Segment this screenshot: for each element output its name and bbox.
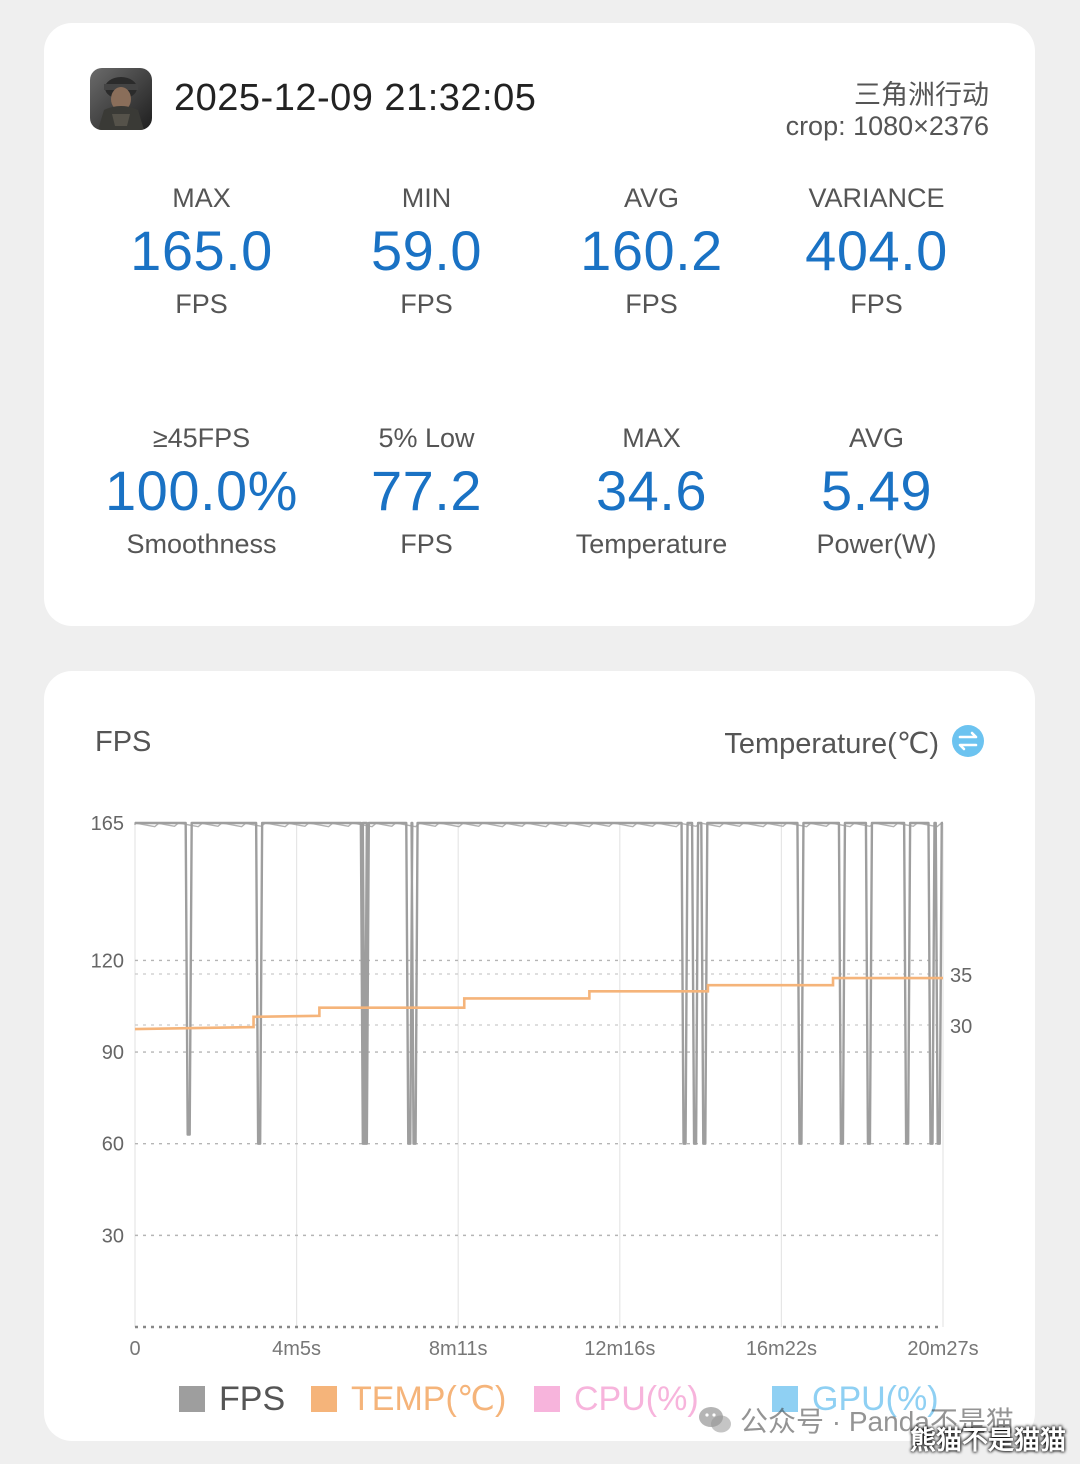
- watermark-author: 熊猫不是猫猫: [909, 1425, 1066, 1455]
- metric-label: VARIANCE: [808, 183, 945, 213]
- metric-label: AVG: [848, 423, 904, 453]
- metric-label: MAX: [622, 423, 681, 453]
- x-tick-label: 16m22s: [746, 1338, 817, 1360]
- chart-grid: [134, 823, 944, 1329]
- temperature-series-line: [134, 976, 943, 1031]
- y-left-tick-label: 120: [91, 950, 124, 972]
- legend-item[interactable]: GPU(%): [772, 1371, 939, 1427]
- metric-value: 5.49: [821, 459, 932, 522]
- metric-value: 404.0: [805, 219, 948, 282]
- metric-value: 59.0: [371, 219, 482, 282]
- metric-value: 77.2: [371, 459, 482, 522]
- metric-label: ≥45FPS: [152, 423, 251, 453]
- metric-unit: Power(W): [816, 529, 937, 559]
- metric-unit: FPS: [175, 289, 228, 319]
- metric-label: MIN: [401, 183, 452, 213]
- x-tick-label: 8m11s: [429, 1338, 488, 1360]
- y-right-tick-label: 30: [950, 1016, 972, 1038]
- legend-swatch: [311, 1386, 337, 1412]
- game-soldier-icon[interactable]: [90, 68, 152, 130]
- chart-legend: FPS TEMP(℃) CPU(%) GPU(%): [44, 1371, 1035, 1427]
- y-left-tick-label: 165: [91, 813, 124, 835]
- metric-label: 5% Low: [378, 423, 475, 453]
- chart-right-axis-title: Temperature(℃): [724, 728, 939, 760]
- metric-value: 34.6: [596, 459, 707, 522]
- game-name: 三角洲行动: [854, 80, 989, 110]
- metric-unit: FPS: [400, 529, 453, 559]
- metric-avg-power: AVG 5.49 Power(W): [764, 420, 989, 562]
- legend-label: FPS: [219, 1379, 286, 1418]
- legend-swatch: [534, 1386, 560, 1412]
- summary-card: 2025-12-09 21:32:05 三角洲行动 crop: 1080×237…: [44, 23, 1035, 626]
- metric-value: 160.2: [580, 219, 723, 282]
- fps-series-line: [135, 821, 943, 1145]
- x-axis-ticks: 0 4m5s 8m11s 12m16s 16m22s 20m27s: [129, 1338, 978, 1360]
- metric-unit: Temperature: [575, 529, 728, 559]
- watermark: 公众号 · Panda不是猫: [698, 1400, 1014, 1440]
- legend-label: TEMP(℃): [351, 1380, 507, 1418]
- chart-left-axis-title: FPS: [95, 726, 152, 758]
- legend-item[interactable]: CPU(%): [534, 1371, 699, 1427]
- y-left-tick-label: 30: [102, 1225, 124, 1247]
- metric-value: 165.0: [130, 219, 273, 282]
- metric-unit: FPS: [400, 289, 453, 319]
- metric-unit: FPS: [850, 289, 903, 319]
- legend-swatch: [179, 1386, 205, 1412]
- y-axis-ticks: 165 120 90 60 30 35 30: [91, 813, 973, 1247]
- chart-card: FPS Temperature(℃) 165 120 90 60 30 35 30 0 4m5…: [44, 671, 1035, 1441]
- fps-temperature-chart: 165 120 90 60 30 35 30 0 4m5s 8m11s 12m16s 16m22s 2…: [91, 813, 979, 1360]
- metric-label: AVG: [623, 183, 679, 213]
- session-timestamp: 2025-12-09 21:32:05: [174, 77, 537, 119]
- watermark-text: 公众号 · Panda不是猫: [740, 1406, 1014, 1437]
- metric-label: MAX: [172, 183, 231, 213]
- metric-smoothness: ≥45FPS 100.0% Smoothness: [89, 420, 314, 562]
- metric-fps-variance: VARIANCE 404.0 FPS: [764, 180, 989, 322]
- x-tick-label: 12m16s: [584, 1338, 655, 1360]
- metric-fps-avg: AVG 160.2 FPS: [539, 180, 764, 322]
- y-left-tick-label: 90: [102, 1042, 124, 1064]
- wechat-icon: [699, 1407, 731, 1433]
- legend-item[interactable]: TEMP(℃): [311, 1371, 506, 1427]
- metric-5pct-low: 5% Low 77.2 FPS: [314, 420, 539, 562]
- legend-item[interactable]: FPS: [179, 1371, 285, 1427]
- metric-value: 100.0%: [105, 459, 298, 522]
- legend-swatch: [772, 1386, 798, 1412]
- y-left-tick-label: 60: [102, 1134, 124, 1156]
- metric-unit: FPS: [625, 289, 678, 319]
- x-tick-label: 20m27s: [907, 1338, 978, 1360]
- crop-info: crop: 1080×2376: [785, 111, 989, 141]
- x-tick-label: 4m5s: [272, 1338, 321, 1360]
- chart-series: [134, 821, 943, 1145]
- metric-fps-max: MAX 165.0 FPS: [89, 180, 314, 322]
- metric-fps-min: MIN 59.0 FPS: [314, 180, 539, 322]
- x-tick-label: 0: [129, 1338, 140, 1360]
- y-right-tick-label: 35: [950, 965, 972, 987]
- fps-series-jitter: [134, 822, 942, 828]
- metric-max-temperature: MAX 34.6 Temperature: [539, 420, 764, 562]
- legend-label: CPU(%): [574, 1379, 699, 1418]
- metric-unit: Smoothness: [126, 529, 277, 559]
- swap-icon[interactable]: [951, 724, 985, 758]
- legend-label: GPU(%): [812, 1379, 939, 1418]
